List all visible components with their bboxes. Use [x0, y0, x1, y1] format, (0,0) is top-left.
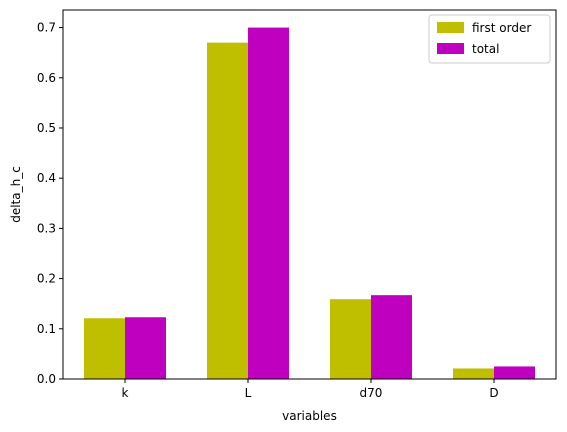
legend: first order total: [428, 14, 551, 64]
bar-total-d70: [371, 295, 412, 379]
y-axis-ticks: 0.0 0.1 0.2 0.3 0.4 0.5 0.6 0.7: [37, 21, 63, 386]
legend-entry: first order: [472, 21, 531, 35]
x-tick-label: k: [122, 386, 129, 400]
y-tick-label: 0.3: [37, 221, 56, 235]
bar-total-k: [125, 317, 166, 379]
legend-entry: total: [472, 42, 499, 56]
x-tick-label: L: [245, 386, 252, 400]
y-tick-label: 0.4: [37, 171, 56, 185]
legend-swatch: [437, 43, 464, 54]
legend-swatch: [437, 22, 464, 33]
bars-layer: [84, 27, 535, 379]
x-tick-label: D: [489, 386, 498, 400]
bar-first-order-k: [84, 318, 125, 379]
bar-first-order-L: [207, 42, 248, 379]
x-axis-label: variables: [282, 409, 337, 423]
y-tick-label: 0.0: [37, 372, 56, 386]
bar-first-order-d70: [330, 299, 371, 379]
bar-total-L: [248, 27, 289, 379]
y-tick-label: 0.7: [37, 21, 56, 35]
y-tick-label: 0.6: [37, 71, 56, 85]
y-tick-label: 0.5: [37, 121, 56, 135]
y-tick-label: 0.1: [37, 322, 56, 336]
bar-total-D: [494, 366, 535, 379]
x-tick-label: d70: [360, 386, 383, 400]
y-axis-label: delta_h_c: [9, 166, 23, 223]
plot-frame: [62, 9, 557, 380]
bar-first-order-D: [453, 368, 494, 379]
y-tick-label: 0.2: [37, 272, 56, 286]
